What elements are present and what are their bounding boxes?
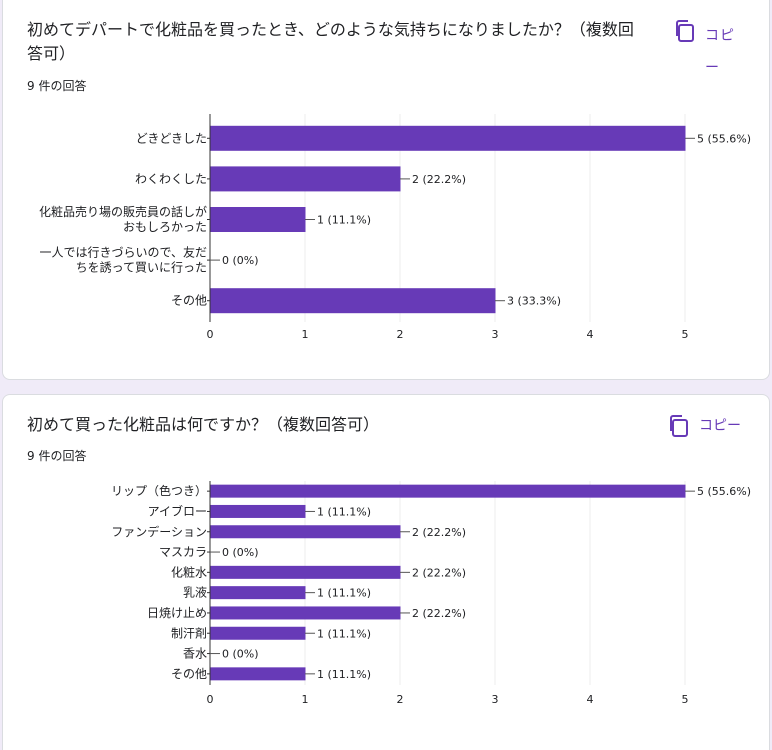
- question-card-2: 初めて買った化粧品は何ですか？（複数回答可） 9 件の回答 コピー 0 1 2 3 4 5…: [2, 394, 770, 750]
- question-title: 初めてデパートで化粧品を買ったとき、どのような気持ちになりましたか？（複数回答可…: [27, 20, 634, 63]
- category-label: わくわくした: [135, 172, 207, 186]
- value-label: 1 (11.1%): [317, 505, 371, 518]
- copy-button[interactable]: コピー: [669, 415, 741, 437]
- value-label: 5 (55.6%): [697, 132, 751, 145]
- x-tick-label: 2: [397, 693, 404, 706]
- copy-button[interactable]: コピー: [675, 20, 741, 84]
- category-label: その他: [171, 294, 207, 308]
- copy-icon: [676, 20, 694, 42]
- category-label: 一人では行きづらいので、友だちを誘って買いに行った: [39, 246, 207, 275]
- value-label: 5 (55.6%): [697, 485, 751, 498]
- x-tick-label: 4: [587, 693, 594, 706]
- copy-button-label: コピー: [705, 28, 735, 76]
- value-label: 1 (11.1%): [317, 627, 371, 640]
- bar: [210, 166, 401, 192]
- question-title: 初めて買った化粧品は何ですか？（複数回答可）: [27, 415, 380, 434]
- value-label: 2 (22.2%): [412, 607, 466, 620]
- value-label: 3 (33.3%): [507, 295, 561, 308]
- x-tick-label: 0: [207, 328, 214, 341]
- category-label: 日焼け止め: [147, 606, 207, 620]
- bar: [210, 565, 401, 579]
- bar: [210, 525, 401, 539]
- bar: [210, 586, 306, 600]
- category-label: どきどきした: [136, 131, 207, 145]
- bar-chart: 0 1 2 3 4 5 どきどきした 5 (55.6%) わくわくした 2 (22.2%) 化粧品売…: [39, 114, 751, 341]
- bar: [210, 125, 686, 151]
- category-label: 化粧水: [171, 565, 207, 579]
- value-label: 0 (0%): [222, 254, 259, 267]
- copy-icon: [670, 415, 688, 437]
- copy-button-label: コピー: [699, 418, 741, 434]
- value-label: 2 (22.2%): [412, 566, 466, 579]
- x-tick-label: 1: [302, 693, 309, 706]
- x-tick-label: 5: [682, 328, 689, 341]
- bar: [210, 504, 306, 518]
- x-tick-label: 3: [492, 693, 499, 706]
- response-count: 9 件の回答: [27, 79, 87, 93]
- x-tick-label: 5: [682, 693, 689, 706]
- bar: [210, 484, 686, 498]
- bar: [210, 288, 496, 314]
- category-label: リップ（色つき）: [111, 484, 207, 498]
- bar: [210, 207, 306, 232]
- category-label: 化粧品売り場の販売員の話しがおもしろかった: [39, 204, 207, 234]
- bar: [210, 626, 306, 640]
- response-count: 9 件の回答: [27, 449, 87, 463]
- question-card-1: 初めてデパートで化粧品を買ったとき、どのような気持ちになりましたか？（複数回答可…: [2, 0, 770, 380]
- value-label: 2 (22.2%): [412, 173, 466, 186]
- x-tick-label: 3: [492, 328, 499, 341]
- category-label: アイブロー: [148, 503, 207, 518]
- value-label: 1 (11.1%): [317, 214, 371, 227]
- value-label: 0 (0%): [222, 648, 259, 661]
- category-label: その他: [171, 667, 207, 681]
- x-tick-label: 0: [207, 693, 214, 706]
- x-tick-label: 4: [587, 328, 594, 341]
- bar-chart: 0 1 2 3 4 5 リップ（色つき） 5 (55.6%) アイブロー 1 (11.1%) ファン…: [111, 481, 751, 706]
- category-label: 香水: [183, 647, 207, 661]
- category-label: 乳液: [183, 585, 207, 600]
- value-label: 2 (22.2%): [412, 526, 466, 539]
- x-tick-label: 2: [397, 328, 404, 341]
- bar: [210, 606, 401, 620]
- bar: [210, 667, 306, 681]
- value-label: 1 (11.1%): [317, 668, 371, 681]
- category-label: 制汗剤: [171, 625, 207, 640]
- value-label: 1 (11.1%): [317, 587, 371, 600]
- x-tick-label: 1: [302, 328, 309, 341]
- category-label: ファンデーション: [111, 524, 207, 539]
- category-label: マスカラ: [159, 545, 207, 559]
- value-label: 0 (0%): [222, 546, 259, 559]
